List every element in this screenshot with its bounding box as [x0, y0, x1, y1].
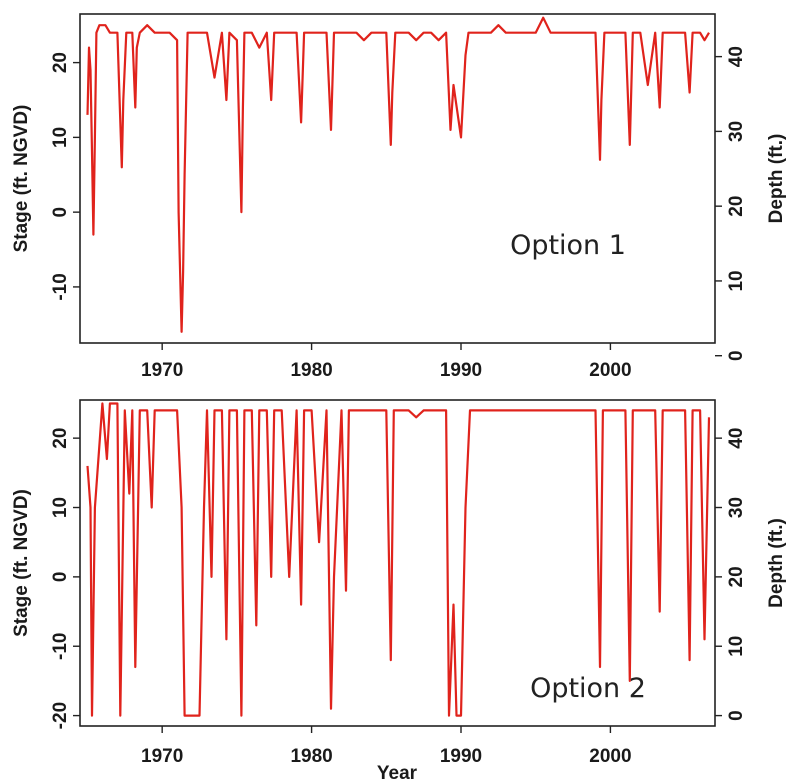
x-tick-label: 2000 [589, 360, 631, 381]
x-tick-label: 1990 [440, 360, 482, 381]
x-tick-label: 1980 [290, 360, 332, 381]
option-annotation: Option 2 [530, 673, 646, 704]
y-tick-label: 20 [50, 52, 71, 73]
x-tick-label: 1970 [141, 746, 183, 767]
y2-tick-label: 40 [726, 46, 747, 67]
y-tick-label: 20 [50, 428, 71, 449]
plot-frame [79, 13, 716, 344]
option-annotation: Option 1 [510, 230, 626, 261]
y-tick-label: 10 [50, 497, 71, 518]
x-tick-label: 1970 [141, 360, 183, 381]
y2-axis-title: Depth (ft.) [766, 518, 787, 608]
y-tick-label: -10 [50, 273, 71, 300]
x-tick-label: 1990 [440, 746, 482, 767]
y2-tick-label: 30 [726, 121, 747, 142]
y-tick-label: 10 [50, 127, 71, 148]
y2-axis-title: Depth (ft.) [766, 134, 787, 224]
x-tick-label: 1980 [290, 746, 332, 767]
y2-tick-label: 20 [726, 566, 747, 587]
chart-option-1: 1970 1980 1990 2000 -10 0 10 20 0 10 20 30 40 Stage (… [11, 13, 787, 381]
x-tick-label: 2000 [589, 746, 631, 767]
series-line-0 [86, 16, 710, 333]
y2-tick-label: 20 [726, 196, 747, 217]
x-axis-title: Year [377, 763, 418, 783]
y2-tick-label: 10 [726, 636, 747, 657]
series-line-0 [86, 402, 711, 717]
y-tick-label: 0 [50, 572, 71, 583]
y-tick-label: -10 [50, 632, 71, 659]
y-tick-label: 0 [50, 207, 71, 218]
y-axis-title: Stage (ft. NGVD) [11, 489, 32, 637]
y-axis-title: Stage (ft. NGVD) [11, 105, 32, 253]
y2-tick-label: 0 [726, 350, 747, 361]
chart-option-2: 1970 1980 1990 2000 -20 -10 0 10 20 0 10 20 30 40 Stag… [11, 399, 787, 783]
y2-tick-label: 40 [726, 428, 747, 449]
y2-tick-label: 10 [726, 270, 747, 291]
y-tick-label: -20 [50, 702, 71, 729]
y2-tick-label: 0 [726, 710, 747, 721]
plot-frame [79, 399, 716, 727]
y2-tick-label: 30 [726, 497, 747, 518]
